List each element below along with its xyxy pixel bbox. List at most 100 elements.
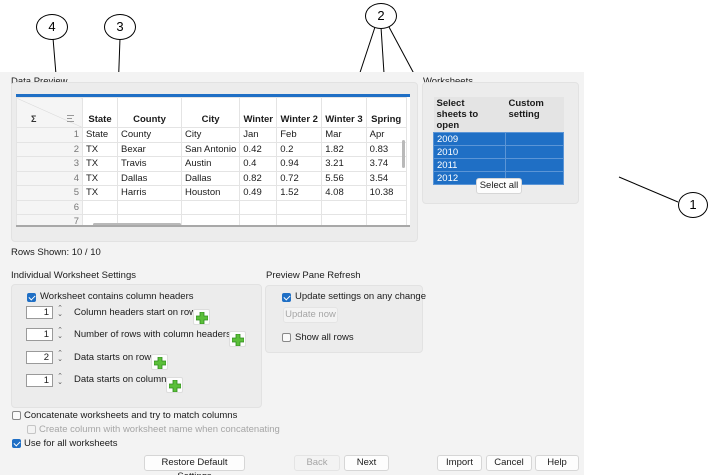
column-header-winter-3[interactable]: Winter 3 — [321, 97, 367, 128]
custom-setting-cell[interactable] — [505, 145, 564, 159]
table-cell: 3.21 — [321, 156, 367, 172]
row-number: 6 — [16, 199, 83, 215]
callout-1: 1 — [678, 192, 708, 218]
worksheet-row[interactable]: 2009 — [433, 132, 564, 146]
concatenate-checkbox[interactable] — [12, 411, 21, 420]
header-row: Σ State County City Winter Winter 2 Wint… — [16, 97, 407, 128]
table-cell: 3.74 — [365, 156, 407, 172]
custom-setting-cell[interactable] — [505, 132, 564, 146]
sigma-icon: Σ — [31, 114, 37, 124]
table-cell: 0.2 — [276, 141, 323, 157]
horizontal-scrollbar[interactable] — [93, 223, 181, 225]
data-start-row-stepper[interactable]: ⌃ ⌄ — [57, 350, 63, 363]
table-row: 5 TX Harris Houston 0.49 1.52 4.08 10.38 — [16, 185, 407, 201]
row-number: 1 — [16, 127, 83, 143]
table-cell — [82, 199, 118, 215]
callout-4: 4 — [36, 14, 68, 40]
worksheet-row[interactable]: 2011 — [433, 158, 564, 172]
sheet-name[interactable]: 2011 — [433, 158, 506, 172]
custom-setting-cell[interactable] — [505, 158, 564, 172]
show-all-rows-checkbox[interactable] — [282, 333, 291, 342]
preview-refresh-group: Update settings on any change Update now… — [265, 285, 426, 353]
data-start-column-input[interactable]: 1 — [26, 374, 53, 387]
update-now-button[interactable]: Update now — [283, 307, 338, 323]
column-header-state[interactable]: State — [82, 97, 118, 128]
import-button[interactable]: Import — [437, 455, 482, 471]
table-cell — [82, 214, 118, 225]
data-preview-group: Σ State County City Winter Winter 2 Wint… — [11, 82, 418, 242]
concatenate-label: Concatenate worksheets and try to match … — [24, 410, 238, 421]
table-cell: 0.83 — [365, 141, 407, 157]
help-button[interactable]: Help — [535, 455, 579, 471]
table-cell — [365, 214, 407, 225]
table-cell — [239, 214, 278, 225]
select-all-button[interactable]: Select all — [476, 178, 522, 194]
header-rows-count-add-button[interactable] — [229, 331, 246, 347]
header-rows-count-stepper[interactable]: ⌃ ⌄ — [57, 327, 63, 340]
update-on-change-label: Update settings on any change — [295, 291, 426, 302]
data-start-column-stepper[interactable]: ⌃ ⌄ — [57, 373, 63, 386]
header-start-row-label: Column headers start on row — [74, 307, 196, 318]
create-column-checkbox[interactable] — [27, 425, 36, 434]
header-rows-count-input[interactable]: 1 — [26, 328, 53, 341]
header-start-row-input[interactable]: 1 — [26, 306, 53, 319]
table-cell — [276, 214, 323, 225]
vertical-scrollbar[interactable] — [402, 140, 405, 168]
sheet-name[interactable]: 2009 — [433, 132, 506, 146]
column-header-winter-2[interactable]: Winter 2 — [276, 97, 323, 128]
data-start-row-input[interactable]: 2 — [26, 351, 53, 364]
table-cell: Apr — [365, 127, 407, 143]
create-column-label: Create column with worksheet name when c… — [39, 424, 280, 435]
data-preview-grid[interactable]: Σ State County City Winter Winter 2 Wint… — [16, 94, 410, 227]
table-cell: Dallas — [117, 170, 182, 186]
data-start-row-add-button[interactable] — [151, 354, 168, 370]
table-cell: Bexar — [117, 141, 182, 157]
plus-icon — [196, 312, 208, 324]
data-start-column-add-button[interactable] — [166, 377, 183, 393]
cancel-button[interactable]: Cancel — [486, 455, 532, 471]
column-header-city[interactable]: City — [180, 97, 241, 128]
column-header-county[interactable]: County — [117, 97, 182, 128]
table-cell — [276, 199, 323, 215]
header-start-row-stepper[interactable]: ⌃ ⌄ — [57, 305, 63, 318]
table-cell — [321, 199, 367, 215]
update-on-change-checkbox[interactable] — [282, 293, 291, 302]
row-number: 7 — [16, 214, 83, 225]
worksheets-group: Select sheets to open Custom setting 2009 … — [422, 82, 579, 204]
data-preview-label: Data Preview — [11, 76, 68, 87]
table-cell: Houston — [180, 185, 241, 201]
table-cell — [321, 214, 367, 225]
use-for-all-checkbox[interactable] — [12, 439, 21, 448]
column-header-winter[interactable]: Winter — [239, 97, 278, 128]
row-number: 3 — [16, 156, 83, 172]
next-button[interactable]: Next — [344, 455, 389, 471]
table-cell: Harris — [117, 185, 182, 201]
callout-2: 2 — [365, 3, 397, 29]
worksheets-label: Worksheets — [423, 76, 473, 87]
worksheets-table: Select sheets to open Custom setting 2009 … — [433, 97, 564, 185]
preview-refresh-label: Preview Pane Refresh — [266, 270, 361, 281]
table-cell: Jan — [239, 127, 278, 143]
sheet-name[interactable]: 2010 — [433, 145, 506, 159]
table-cell: County — [117, 127, 182, 143]
table-cell: TX — [82, 170, 118, 186]
restore-defaults-button[interactable]: Restore Default Settings — [144, 455, 245, 475]
worksheet-row[interactable]: 2010 — [433, 145, 564, 159]
table-cell: Travis — [117, 156, 182, 172]
table-cell: 0.42 — [239, 141, 278, 157]
data-preview-table: Σ State County City Winter Winter 2 Wint… — [16, 97, 407, 225]
column-header-spring[interactable]: Spring — [365, 97, 407, 128]
table-cell: Feb — [276, 127, 323, 143]
table-cell — [365, 199, 407, 215]
back-button[interactable]: Back — [294, 455, 340, 471]
table-cell: 1.52 — [276, 185, 323, 201]
table-cell: 0.94 — [276, 156, 323, 172]
select-sheets-header: Select sheets to open — [433, 97, 506, 133]
show-all-rows-label: Show all rows — [295, 332, 354, 343]
header-start-row-add-button[interactable] — [193, 309, 210, 325]
contains-headers-checkbox[interactable] — [27, 293, 36, 302]
table-cell: Mar — [321, 127, 367, 143]
data-start-column-label: Data starts on column — [74, 374, 167, 385]
corner-cell[interactable]: Σ — [16, 97, 83, 128]
row-number: 5 — [16, 185, 83, 201]
